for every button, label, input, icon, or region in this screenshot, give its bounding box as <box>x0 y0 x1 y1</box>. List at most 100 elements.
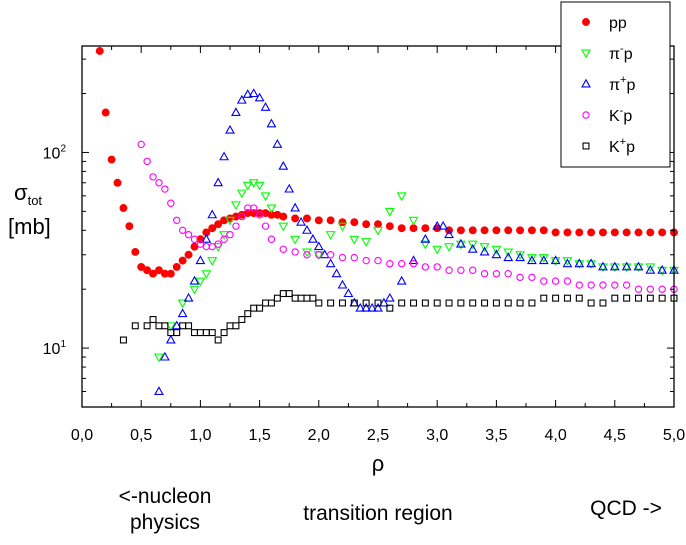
data-point <box>190 329 198 337</box>
y-tick-label: 102 <box>43 143 67 162</box>
data-point <box>469 299 477 307</box>
data-point <box>350 253 359 262</box>
data-point <box>367 302 378 312</box>
data-point <box>230 107 241 117</box>
data-point <box>587 299 595 307</box>
data-point <box>362 299 370 307</box>
data-point <box>303 294 311 302</box>
data-point <box>315 251 323 259</box>
data-point <box>319 249 330 259</box>
data-point <box>408 216 419 226</box>
data-point <box>421 263 430 271</box>
data-point <box>214 336 222 344</box>
data-point <box>297 294 305 302</box>
data-point <box>232 322 240 330</box>
data-point <box>444 243 454 252</box>
data-point <box>315 299 323 307</box>
data-point <box>149 269 158 278</box>
annotation-qcd: QCD -> <box>590 497 662 520</box>
data-point <box>119 204 128 212</box>
data-point <box>516 226 525 235</box>
data-point <box>177 308 188 318</box>
series-group <box>95 47 678 278</box>
data-point <box>457 266 465 274</box>
legend-marker <box>582 142 590 150</box>
data-point <box>338 299 346 307</box>
legend-box <box>560 1 671 168</box>
data-point <box>238 316 246 324</box>
x-tick-label: 1,5 <box>248 427 270 444</box>
data-point <box>397 260 406 268</box>
data-point <box>154 266 163 275</box>
data-point <box>207 209 218 219</box>
data-point <box>171 320 182 330</box>
y-axis-title: σtot <box>14 180 42 208</box>
data-point <box>154 353 164 363</box>
data-point <box>278 160 289 170</box>
data-point <box>646 294 654 302</box>
data-point <box>184 250 193 259</box>
data-point <box>455 240 466 250</box>
data-point <box>137 262 146 271</box>
data-point <box>492 299 500 307</box>
annotation-transition-region: transition region <box>303 502 453 525</box>
data-point <box>355 302 366 312</box>
data-point <box>409 260 418 268</box>
data-point <box>137 140 145 149</box>
data-point <box>551 277 560 285</box>
data-point <box>314 216 323 225</box>
data-point <box>575 294 583 302</box>
data-point <box>255 211 264 219</box>
data-point <box>445 299 453 307</box>
data-point <box>213 177 224 187</box>
data-point <box>291 248 299 256</box>
data-point <box>658 285 666 293</box>
data-point <box>195 277 206 287</box>
data-point <box>374 299 382 307</box>
data-point <box>550 257 561 266</box>
data-point <box>373 302 383 312</box>
data-point <box>634 294 642 302</box>
data-point <box>125 222 134 231</box>
legend-label: K+p <box>609 136 635 156</box>
data-point <box>260 102 271 111</box>
data-point <box>201 233 212 243</box>
x-tick-label: 4,5 <box>604 427 626 444</box>
data-point <box>343 288 354 298</box>
data-point <box>338 253 347 262</box>
data-point <box>374 256 382 265</box>
data-point <box>230 201 241 211</box>
data-point <box>574 260 585 270</box>
data-point <box>645 263 656 273</box>
legend-label: pp <box>609 15 627 32</box>
x-tick-label: 0,0 <box>71 427 93 444</box>
data-point <box>456 226 465 235</box>
data-point <box>326 251 335 259</box>
data-point <box>373 226 383 236</box>
data-point <box>658 228 667 237</box>
data-point <box>551 228 560 237</box>
data-point <box>244 310 252 318</box>
data-point <box>469 266 477 274</box>
data-point <box>552 294 560 302</box>
data-point <box>504 270 512 278</box>
data-point <box>467 240 478 250</box>
data-point <box>528 273 536 282</box>
data-point <box>550 255 561 265</box>
data-point <box>598 228 607 237</box>
x-tick-label: 3,0 <box>426 427 448 444</box>
data-point <box>538 254 549 263</box>
legend-label: π+p <box>609 74 635 94</box>
data-point <box>361 302 372 312</box>
data-point <box>159 351 170 361</box>
data-point <box>587 281 595 289</box>
y-axis-symbol: σ <box>14 180 28 205</box>
data-point <box>189 275 200 285</box>
data-point <box>634 228 643 237</box>
legend-marker <box>581 78 591 88</box>
data-point <box>208 329 216 337</box>
y-axis-unit: [mb] <box>8 214 51 239</box>
data-point <box>445 266 453 274</box>
data-point <box>338 218 347 227</box>
data-point <box>622 228 631 237</box>
